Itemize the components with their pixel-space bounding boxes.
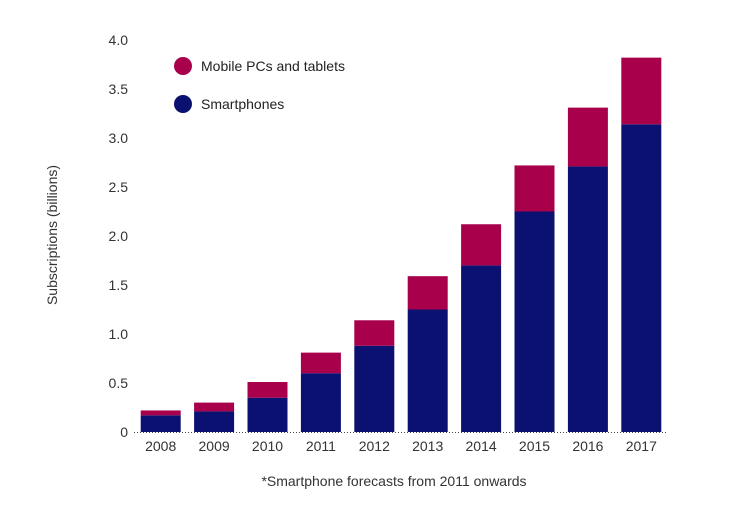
- legend: Mobile PCs and tablets Smartphones: [174, 57, 345, 113]
- x-tick-label: 2009: [199, 438, 230, 454]
- legend-item-mobile-pcs: Mobile PCs and tablets: [174, 57, 345, 75]
- y-tick-label: 4.0: [109, 32, 129, 48]
- bar-mobile-pcs-2013: [407, 276, 448, 310]
- bar-smartphones-2017: [621, 124, 662, 432]
- y-tick-label: 0: [120, 424, 128, 440]
- y-tick-label: 3.5: [109, 81, 129, 97]
- bar-smartphones-2008: [140, 415, 181, 432]
- bars: [140, 57, 662, 433]
- y-tick-label: 0.5: [109, 375, 129, 391]
- x-tick-label: 2010: [252, 438, 283, 454]
- legend-swatch-mobile-pcs: [174, 57, 192, 75]
- bar-mobile-pcs-2010: [247, 382, 288, 398]
- bar-mobile-pcs-2017: [621, 57, 662, 125]
- bar-smartphones-2014: [461, 265, 502, 432]
- x-tick-label: 2008: [145, 438, 176, 454]
- bar-mobile-pcs-2012: [354, 320, 395, 346]
- bar-smartphones-2012: [354, 345, 395, 432]
- x-tick-label: 2016: [572, 438, 603, 454]
- legend-label-mobile-pcs: Mobile PCs and tablets: [201, 58, 345, 74]
- bar-mobile-pcs-2009: [194, 402, 235, 412]
- x-tick-label: 2011: [306, 438, 336, 454]
- y-tick-label: 2.0: [109, 228, 129, 244]
- y-tick-label: 1.5: [109, 277, 129, 293]
- bar-mobile-pcs-2015: [514, 165, 555, 212]
- bar-mobile-pcs-2016: [567, 107, 608, 167]
- y-tick-label: 3.0: [109, 130, 129, 146]
- y-tick-label: 1.0: [109, 326, 129, 342]
- bar-smartphones-2015: [514, 211, 555, 432]
- y-tick-label: 2.5: [109, 179, 129, 195]
- bar-mobile-pcs-2008: [140, 410, 181, 416]
- legend-item-smartphones: Smartphones: [174, 95, 284, 113]
- footnote: *Smartphone forecasts from 2011 onwards: [261, 473, 526, 489]
- x-tick-label: 2013: [412, 438, 443, 454]
- bar-mobile-pcs-2011: [300, 352, 341, 374]
- x-tick-label: 2012: [359, 438, 390, 454]
- bar-smartphones-2013: [407, 309, 448, 432]
- x-axis-ticks: 2008 2009 2010 2011 2012 2013 2014 2015 2016 2017: [145, 438, 657, 454]
- bar-smartphones-2010: [247, 397, 288, 432]
- bar-smartphones-2011: [300, 373, 341, 432]
- x-tick-label: 2015: [519, 438, 550, 454]
- y-axis-title: Subscriptions (billions): [44, 165, 60, 305]
- legend-label-smartphones: Smartphones: [201, 96, 284, 112]
- y-axis-ticks: 0 0.5 1.0 1.5 2.0 2.5 3.0 3.5 4.0: [109, 32, 129, 440]
- x-tick-label: 2014: [466, 438, 497, 454]
- x-tick-label: 2017: [626, 438, 657, 454]
- bar-smartphones-2009: [194, 411, 235, 432]
- bar-smartphones-2016: [567, 166, 608, 433]
- bar-mobile-pcs-2014: [461, 224, 502, 266]
- legend-swatch-smartphones: [174, 95, 192, 113]
